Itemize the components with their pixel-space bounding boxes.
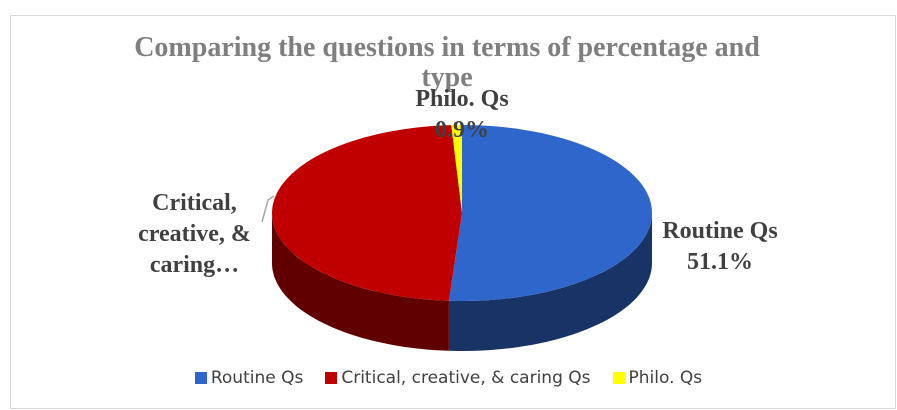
- data-label: Routine Qs 51.1%: [650, 216, 790, 278]
- legend-swatch: [194, 372, 207, 384]
- data-label-name: Philo. Qs: [415, 86, 509, 112]
- slice: [451, 125, 462, 213]
- leader-line: [261, 195, 275, 223]
- chart-frame: [10, 15, 896, 409]
- legend-label: Critical, creative, & caring Qs: [341, 368, 591, 388]
- legend-item: Philo. Qs: [612, 368, 703, 388]
- data-label-name: Routine Qs: [662, 218, 778, 244]
- legend: Routine Qs Critical, creative, & caring Q…: [0, 368, 897, 388]
- data-label-value: 51.1%: [687, 249, 753, 275]
- slice: [272, 125, 462, 301]
- legend-item: Routine Qs: [194, 368, 304, 388]
- slice: [448, 125, 652, 301]
- legend-swatch: [612, 372, 625, 384]
- legend-item: Critical, creative, & caring Qs: [325, 368, 591, 388]
- legend-label: Routine Qs: [210, 368, 304, 388]
- data-label: Critical, creative, & caring…: [132, 188, 257, 281]
- data-label-name: Critical, creative, & caring…: [138, 190, 251, 278]
- legend-label: Philo. Qs: [628, 368, 703, 388]
- slice-side: [272, 213, 449, 351]
- slice-side: [448, 213, 652, 351]
- data-label: Philo. Qs 0.9%: [392, 84, 532, 146]
- legend-swatch: [325, 372, 338, 384]
- data-label-value: 0.9%: [435, 117, 489, 143]
- chart-title: Comparing the questions in terms of perc…: [134, 32, 760, 93]
